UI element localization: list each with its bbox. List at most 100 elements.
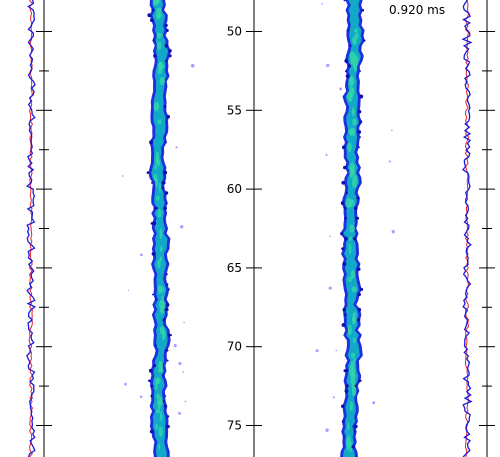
field-edge-speckle	[154, 344, 157, 347]
field-core-blob	[159, 61, 163, 71]
field-droplet	[372, 401, 376, 405]
field-edge-speckle	[146, 171, 150, 174]
field-edge-speckle	[357, 307, 362, 312]
field-edge-speckle	[345, 384, 349, 388]
field-edge-speckle	[165, 29, 169, 32]
field-edge-speckle	[151, 181, 154, 184]
field-edge-speckle	[165, 349, 169, 352]
field-core-blob	[352, 315, 357, 325]
field-core-blob	[156, 195, 160, 201]
field-core-blob	[354, 28, 358, 33]
field-edge-speckle	[150, 18, 154, 22]
field-droplet	[139, 395, 143, 399]
field-droplet	[178, 411, 181, 415]
field-droplet	[140, 253, 143, 257]
field-edge-speckle	[357, 292, 361, 297]
field-droplet	[121, 175, 124, 177]
field-droplet	[325, 428, 329, 432]
field-droplet	[315, 349, 319, 353]
field-core-blob	[155, 381, 158, 391]
field-edge-speckle	[153, 54, 157, 58]
field-core-blob	[158, 426, 163, 437]
y-tick-label: 70	[227, 340, 242, 354]
field-droplet	[325, 153, 328, 156]
field-droplet	[183, 321, 185, 324]
field-core-blob	[348, 236, 353, 241]
field-edge-speckle	[344, 58, 349, 63]
field-edge-speckle	[163, 404, 167, 408]
field-core-blob	[153, 101, 160, 112]
y-tick-label: 75	[227, 418, 242, 432]
field-core-blob	[158, 360, 163, 371]
field-core-blob	[349, 75, 354, 87]
field-edge-speckle	[343, 0, 346, 2]
field-edge-speckle	[152, 364, 156, 368]
field-core-blob	[352, 118, 357, 126]
field-edge-speckle	[363, 39, 366, 42]
field-edge-speckle	[149, 140, 154, 145]
field-edge-speckle	[358, 379, 361, 383]
y-axis: 50 55 60 65 70 75	[227, 0, 262, 457]
field-droplet	[175, 146, 178, 149]
field-core-blob	[353, 175, 357, 181]
field-core-blob	[156, 393, 160, 399]
field-edge-speckle	[167, 288, 170, 291]
right-profile-panel	[461, 0, 495, 457]
field-edge-speckle	[340, 201, 345, 206]
field-droplet	[329, 235, 332, 238]
field-edge-speckle	[343, 165, 347, 170]
field-core-blob	[351, 367, 356, 375]
field-edge-speckle	[162, 186, 165, 190]
field-core-blob	[352, 106, 355, 117]
field-core-blob	[349, 199, 355, 208]
field-core-blob	[158, 443, 161, 450]
field-droplet	[321, 2, 324, 5]
center-right-field	[315, 0, 395, 457]
field-edge-speckle	[341, 247, 345, 251]
field-core-blob	[155, 423, 159, 430]
field-edge-speckle	[356, 196, 360, 200]
field-edge-speckle	[149, 429, 154, 434]
field-edge-speckle	[165, 59, 168, 63]
field-core-blob	[347, 276, 353, 282]
field-core-blob	[350, 352, 356, 359]
field-edge-speckle	[150, 384, 154, 388]
field-core-blob	[352, 372, 355, 379]
field-edge-speckle	[344, 217, 347, 220]
field-core-blob	[157, 259, 161, 269]
field-edge-speckle	[361, 8, 365, 12]
field-edge-speckle	[354, 384, 357, 388]
field-edge-speckle	[341, 180, 346, 185]
field-edge-speckle	[162, 399, 166, 403]
field-core-blob	[352, 36, 357, 46]
field-droplet	[190, 63, 195, 68]
field-droplet	[124, 382, 127, 386]
field-edge-speckle	[342, 145, 346, 150]
field-edge-speckle	[358, 146, 360, 149]
field-edge-speckle	[148, 379, 151, 383]
y-tick-label: 60	[227, 182, 242, 196]
field-edge-speckle	[163, 170, 168, 175]
right-profile-ticks	[479, 31, 495, 426]
field-edge-speckle	[148, 368, 153, 373]
field-core-blob	[159, 305, 166, 314]
field-droplet	[173, 344, 177, 348]
center-left-field-panel	[121, 0, 195, 457]
field-core-blob	[159, 77, 166, 86]
field-edge-speckle	[357, 130, 362, 134]
field-edge-speckle	[164, 23, 168, 27]
field-edge-speckle	[353, 424, 358, 429]
y-tick-label: 50	[227, 25, 242, 39]
field-core-blob	[349, 401, 354, 412]
left-profile-panel	[26, 0, 52, 457]
field-core-blob	[349, 51, 356, 61]
field-edge-speckle	[155, 206, 158, 210]
field-edge-speckle	[153, 207, 156, 210]
field-edge-speckle	[341, 323, 346, 327]
field-core-blob	[158, 368, 164, 373]
field-core-blob	[353, 60, 358, 72]
field-edge-speckle	[166, 415, 170, 418]
field-core-blob	[349, 162, 356, 173]
field-edge-speckle	[359, 287, 364, 291]
